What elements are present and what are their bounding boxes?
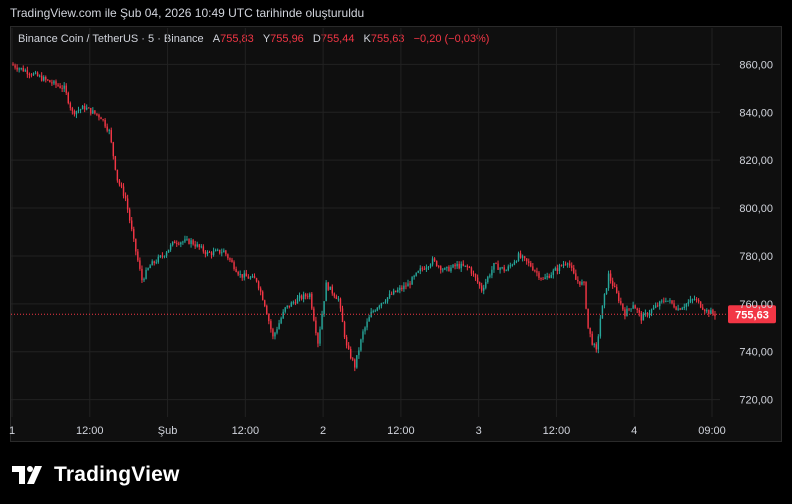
- chart-frame[interactable]: [10, 26, 782, 442]
- low-value: 755,44: [320, 33, 355, 45]
- symbol-name: Binance Coin / TetherUS · 5 · Binance: [18, 33, 204, 45]
- close-label: K: [363, 33, 371, 45]
- open-label: A: [212, 33, 221, 45]
- symbol-legend: Binance Coin / TetherUS · 5 · Binance A7…: [18, 33, 489, 45]
- close-value: 755,63: [370, 33, 405, 45]
- snapshot-caption: TradingView.com ile Şub 04, 2026 10:49 U…: [10, 6, 365, 20]
- brand-name: TradingView: [54, 463, 180, 486]
- high-value: 755,96: [270, 33, 304, 45]
- tradingview-branding[interactable]: TradingView: [12, 460, 180, 490]
- open-value: 755,83: [220, 33, 254, 45]
- high-label: Y: [262, 33, 271, 45]
- tradingview-logo-icon: [12, 466, 42, 484]
- low-label: D: [312, 33, 321, 45]
- change-value: −0,20 (−0,03%): [413, 33, 490, 45]
